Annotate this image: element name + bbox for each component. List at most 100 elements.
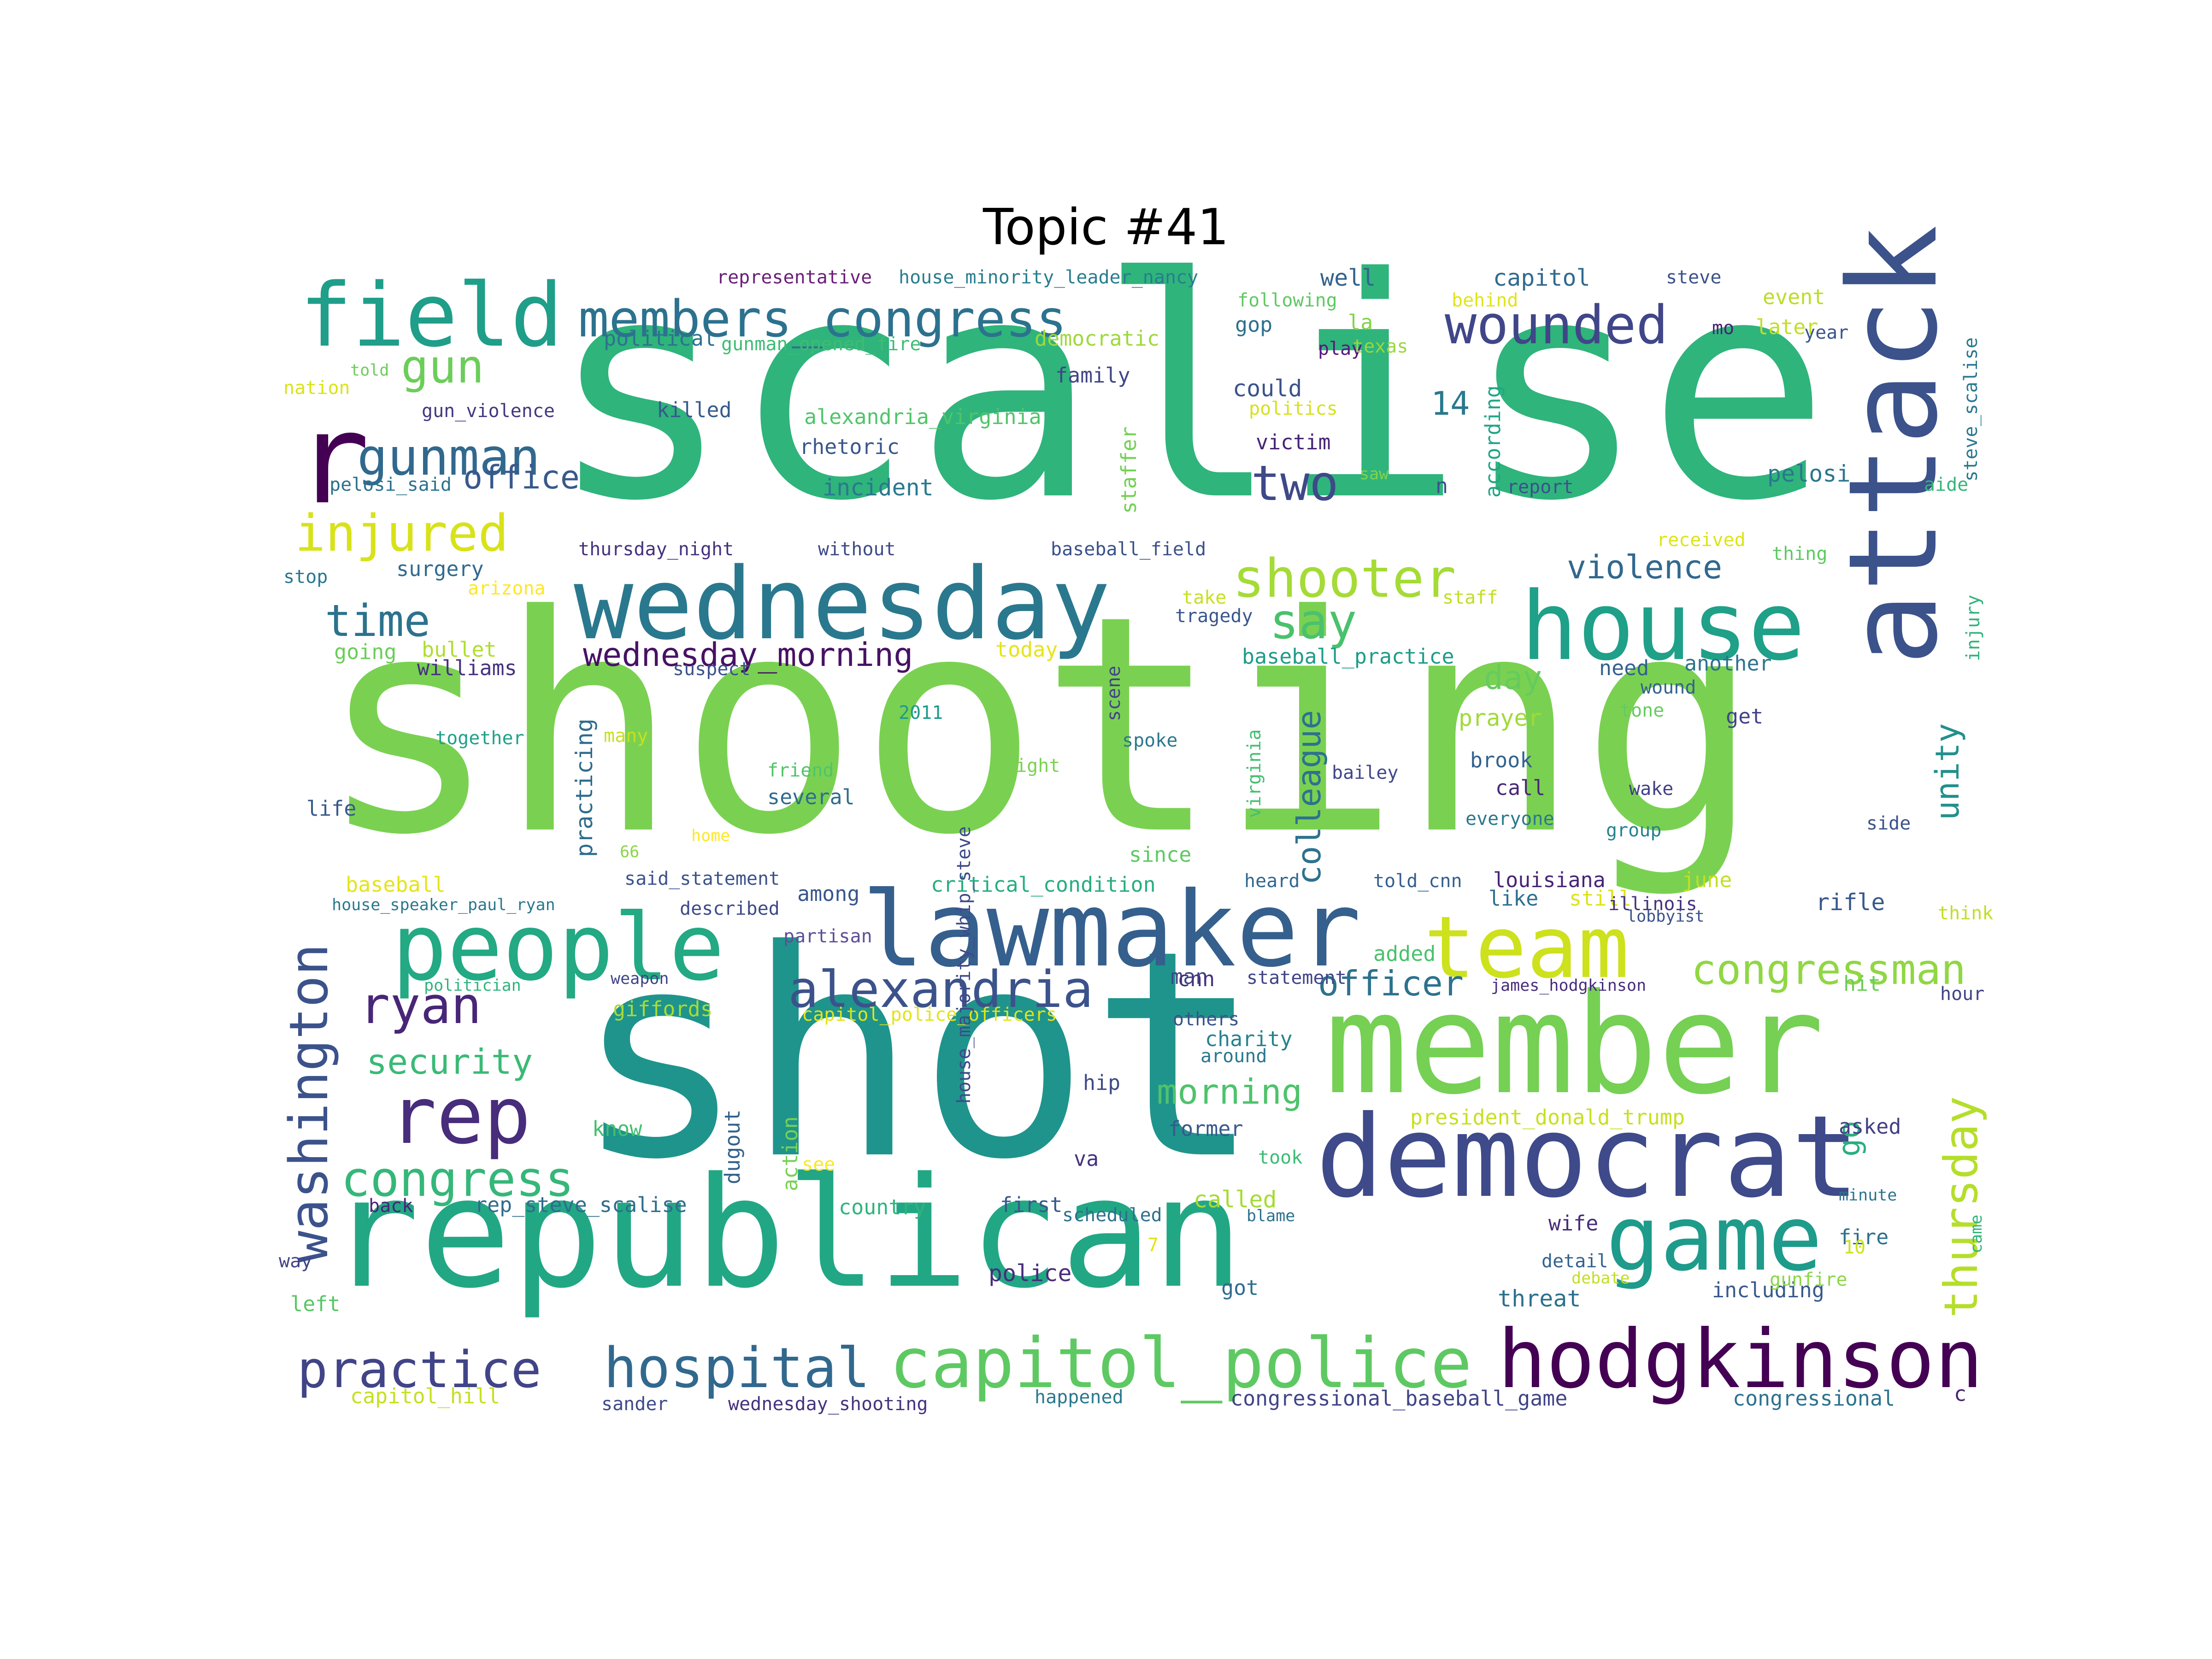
word: politics xyxy=(1249,398,1338,419)
word: spoke xyxy=(1122,730,1177,751)
word: around xyxy=(1200,1046,1267,1067)
word: gop xyxy=(1235,312,1272,337)
word: williams xyxy=(417,656,517,680)
word: politician xyxy=(424,977,521,995)
word: steve xyxy=(1666,267,1721,288)
word: family xyxy=(1055,363,1130,388)
word: nation xyxy=(283,377,350,399)
word: morning xyxy=(1157,1071,1302,1112)
word: mo xyxy=(1712,318,1734,339)
word: police xyxy=(988,1260,1072,1287)
word: capitol_police xyxy=(889,1324,1472,1404)
word: well xyxy=(1320,265,1376,291)
word: friend xyxy=(767,760,834,781)
word: came xyxy=(1967,1215,1986,1253)
word: 66 xyxy=(620,843,639,861)
word: side xyxy=(1866,813,1911,834)
word: today xyxy=(995,637,1058,662)
word: man xyxy=(1171,965,1208,989)
word: going xyxy=(334,640,396,664)
word: asked xyxy=(1839,1114,1901,1139)
word: gun xyxy=(401,340,484,394)
word: wake xyxy=(1629,778,1673,800)
word: capitol_police_officers xyxy=(802,1004,1057,1025)
word: scalise xyxy=(548,213,1830,567)
word: behind xyxy=(1452,290,1518,311)
word: alexandria xyxy=(788,960,1093,1019)
word: wednesday_shooting xyxy=(728,1394,928,1415)
word: illinois xyxy=(1608,894,1697,915)
word: people xyxy=(392,894,724,1001)
word: statement xyxy=(1247,967,1347,988)
word: dugout xyxy=(720,1109,745,1184)
word: home xyxy=(691,827,730,845)
word: told_cnn xyxy=(1373,871,1462,892)
word: weapon xyxy=(611,970,669,988)
word: staffer xyxy=(1117,426,1141,514)
word: president_donald_trump xyxy=(1410,1105,1685,1130)
word: attack xyxy=(1823,225,1965,666)
word: said_statement xyxy=(624,868,780,889)
word: incident xyxy=(823,474,934,501)
word: shot xyxy=(574,890,1262,1222)
word: alexandria_virginia xyxy=(804,405,1041,429)
word: took xyxy=(1258,1147,1302,1168)
word: prayer xyxy=(1459,705,1542,731)
word: 14 xyxy=(1431,385,1470,423)
word: field xyxy=(300,265,563,366)
word: told xyxy=(350,361,389,380)
word: ryan xyxy=(359,976,482,1035)
word: va xyxy=(1074,1147,1099,1171)
word: country xyxy=(839,1195,926,1219)
word: steve_scalise xyxy=(1960,337,1982,482)
word: house_minority_leader_nancy xyxy=(899,267,1198,288)
word: security xyxy=(366,1041,533,1082)
word: called xyxy=(1194,1186,1277,1213)
word: tone xyxy=(1620,700,1664,721)
chart-title: Topic #41 xyxy=(983,199,1229,256)
word: baseball_field xyxy=(1051,539,1206,560)
word: capitol_hill xyxy=(350,1384,500,1408)
word: washington xyxy=(278,944,340,1263)
word: together xyxy=(435,728,524,749)
word: hospital xyxy=(604,1336,870,1400)
word: house_speaker_paul_ryan xyxy=(332,896,555,914)
word: think xyxy=(1938,903,1993,924)
word: see xyxy=(802,1154,835,1175)
word: scheduled xyxy=(1062,1205,1162,1226)
word: gunfire xyxy=(1770,1269,1847,1290)
word: game xyxy=(1606,1186,1823,1291)
word: hit xyxy=(1843,971,1881,996)
word: fire xyxy=(1839,1225,1888,1249)
word: critical_condition xyxy=(931,872,1156,897)
word: 7 xyxy=(1147,1235,1159,1256)
word: saw xyxy=(1359,465,1389,483)
word: without xyxy=(818,539,896,560)
word: since xyxy=(1129,842,1191,867)
word: democrat xyxy=(1316,1091,1859,1223)
word: killed xyxy=(657,398,732,422)
word: james_hodgkinson xyxy=(1491,977,1646,995)
word: scene xyxy=(1103,666,1124,721)
word: described xyxy=(680,898,780,919)
word: hour xyxy=(1940,983,1984,1005)
word: members_congress xyxy=(578,289,1067,348)
word: member xyxy=(1325,964,1824,1125)
word: democratic xyxy=(1035,326,1159,351)
word: including xyxy=(1712,1278,1824,1302)
word: call xyxy=(1495,776,1545,800)
word: political xyxy=(604,326,716,351)
word: colleague xyxy=(1290,710,1328,885)
word: office xyxy=(463,459,580,496)
word: violence xyxy=(1567,548,1722,586)
word: way xyxy=(279,1251,312,1272)
word: go xyxy=(1832,1121,1867,1157)
word: many xyxy=(604,725,648,747)
word: rep xyxy=(389,1071,531,1162)
word: shooting xyxy=(318,552,1761,900)
word: play xyxy=(1318,338,1362,359)
word: hodgkinson xyxy=(1498,1313,1983,1406)
word: congressional xyxy=(1733,1386,1895,1411)
word: gunman xyxy=(357,428,540,487)
